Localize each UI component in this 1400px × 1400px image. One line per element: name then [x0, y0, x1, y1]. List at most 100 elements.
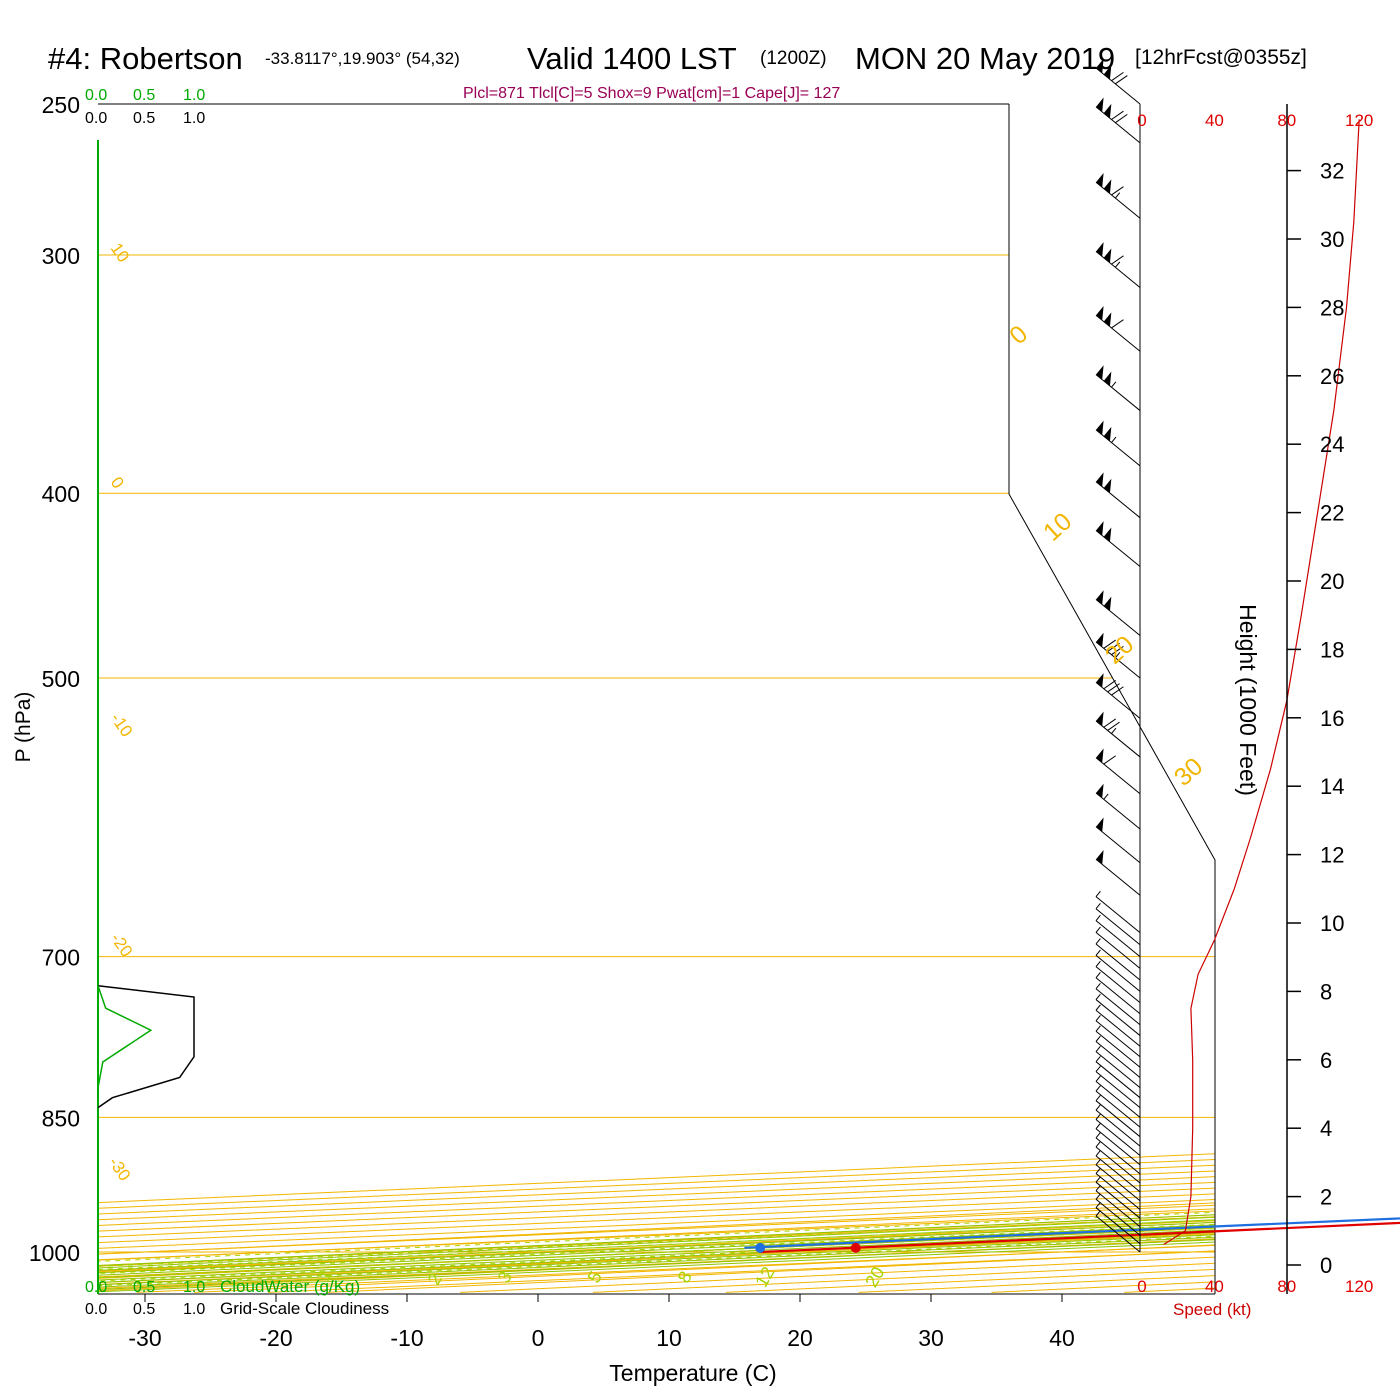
dry-adiabat-line	[1257, 104, 1400, 1292]
height-tick-label: 4	[1320, 1116, 1332, 1141]
dry-adiabat-line	[98, 104, 1215, 1293]
wind-barb	[1095, 1132, 1141, 1175]
cloudwater-tick-label: 0.5	[133, 87, 155, 104]
cloudwater-profile	[97, 985, 153, 1088]
wind-barb	[1095, 1123, 1141, 1166]
height-tick-label: 28	[1320, 295, 1344, 320]
axes: Temperature (C) P (hPa) Height (1000 Fee…	[12, 87, 1373, 1386]
moist-adiabat-line	[98, 104, 1215, 1293]
wind-barb	[1095, 1094, 1141, 1138]
wind-barb	[1095, 1045, 1141, 1089]
height-tick-label: 12	[1320, 843, 1344, 868]
isotherm-line	[98, 104, 1215, 1293]
wind-speed-profile	[1163, 119, 1360, 1246]
x-axis-title: Temperature (C)	[609, 1360, 776, 1386]
height-tick-label: 24	[1320, 432, 1344, 457]
isotherm-line	[136, 104, 1215, 1293]
cloudiness-tick-label: 0.5	[133, 110, 155, 127]
isotherm-line	[98, 104, 1215, 1293]
wind-barb	[1095, 1176, 1141, 1219]
wind-barb	[1095, 97, 1141, 144]
cloudiness-tick-label: 0.0	[85, 1301, 107, 1318]
wind-barb	[1095, 817, 1141, 864]
wind-barb	[1095, 1025, 1141, 1068]
isotherm-line	[98, 104, 1215, 1293]
profiles	[97, 58, 1400, 1254]
height-tick-label: 22	[1320, 501, 1344, 526]
stability-indices: Plcl=871 Tlcl[C]=5 Shox=9 Pwat[cm]=1 Cap…	[463, 85, 840, 102]
dry-adiabat-line	[1390, 104, 1400, 1292]
temperature-tick-label: 20	[787, 1325, 813, 1351]
dry-adiabat-line	[98, 104, 1215, 1293]
wind-barb	[1095, 1065, 1141, 1109]
wind-barb	[1095, 926, 1141, 969]
dry-adiabat-line	[592, 104, 1215, 1293]
pressure-tick-label: 400	[42, 481, 80, 507]
speed-tick-label: 120	[1345, 111, 1373, 130]
mixing-ratio-label: 8	[674, 1268, 696, 1287]
dry-adiabat-line	[98, 104, 1215, 1293]
surface-dewpoint-point	[755, 1242, 766, 1253]
isotherm-line	[98, 104, 1215, 1293]
moist-adiabat-line	[98, 104, 1215, 1293]
wind-barb	[1095, 960, 1141, 1004]
height-tick-label: 8	[1320, 979, 1332, 1004]
surface-temperature-point	[850, 1242, 861, 1253]
pressure-tick-label: 250	[42, 92, 80, 118]
height-tick-label: 2	[1320, 1185, 1332, 1210]
cloudwater-tick-label: 0.5	[133, 1279, 155, 1296]
isotherm-label: 10	[107, 239, 133, 265]
wind-barb	[1095, 783, 1141, 830]
temperature-tick-label: 30	[918, 1325, 944, 1351]
speed-tick-label: 120	[1345, 1277, 1373, 1296]
temperature-profile	[760, 1221, 1400, 1254]
isotherm-line	[98, 104, 1215, 1293]
cloudiness-tick-label: 1.0	[183, 110, 205, 127]
station-title: #4: Robertson	[48, 41, 243, 76]
background-lines	[98, 104, 1400, 1293]
wind-barb	[1095, 1193, 1141, 1236]
isotherm-line	[98, 104, 1215, 1293]
wind-barb	[1095, 902, 1141, 946]
frame-right	[1008, 104, 1216, 1294]
wind-barb	[1095, 1035, 1141, 1078]
isotherm-label: -30	[105, 1153, 135, 1184]
wind-barb	[1095, 1015, 1141, 1058]
wind-barb	[1095, 472, 1141, 519]
cloudiness-tick-label: 1.0	[183, 1301, 205, 1318]
isotherm-label: -20	[107, 929, 137, 960]
utc-time: (1200Z)	[760, 48, 827, 69]
wind-barb	[1095, 365, 1141, 411]
wind-barb	[1095, 1085, 1141, 1128]
wind-barb	[1095, 993, 1141, 1036]
wind-barb	[1095, 420, 1141, 467]
cloudiness-profile	[97, 984, 195, 1109]
isotherm-line	[98, 104, 1215, 1293]
wind-barb	[1095, 748, 1141, 795]
speed-tick-label: 0	[1137, 111, 1146, 130]
speed-tick-label: 40	[1205, 111, 1224, 130]
pressure-tick-label: 500	[42, 666, 80, 692]
dry-adiabat-line	[725, 104, 1215, 1293]
wind-barb	[1095, 1201, 1141, 1245]
wind-barb	[1095, 306, 1141, 352]
isotherm-line	[98, 104, 1215, 1293]
forecast-date: MON 20 May 2019	[855, 41, 1115, 76]
wind-barb	[1095, 1167, 1141, 1210]
station-coords: -33.8117°,19.903° (54,32)	[265, 49, 460, 68]
pressure-tick-label: 300	[42, 243, 80, 269]
mixing-ratio-label: 5	[584, 1268, 606, 1287]
cloudwater-tick-label: 0.0	[85, 1279, 107, 1296]
isotherm-line	[267, 104, 1215, 1293]
cloudiness-label: Grid-Scale Cloudiness	[220, 1299, 389, 1318]
wind-barb	[1095, 1210, 1141, 1253]
wind-barb	[1095, 1185, 1141, 1228]
isotherm-label: 0	[107, 473, 128, 492]
moist-adiabat-line	[98, 104, 1215, 1293]
wind-barb	[1095, 242, 1141, 288]
dry-adiabat-line	[194, 104, 1215, 1293]
speed-tick-label: 80	[1277, 1277, 1296, 1296]
isotherm-line	[98, 104, 1215, 1293]
wind-barb	[1095, 1150, 1141, 1193]
moist-adiabat-line	[98, 104, 1215, 1293]
